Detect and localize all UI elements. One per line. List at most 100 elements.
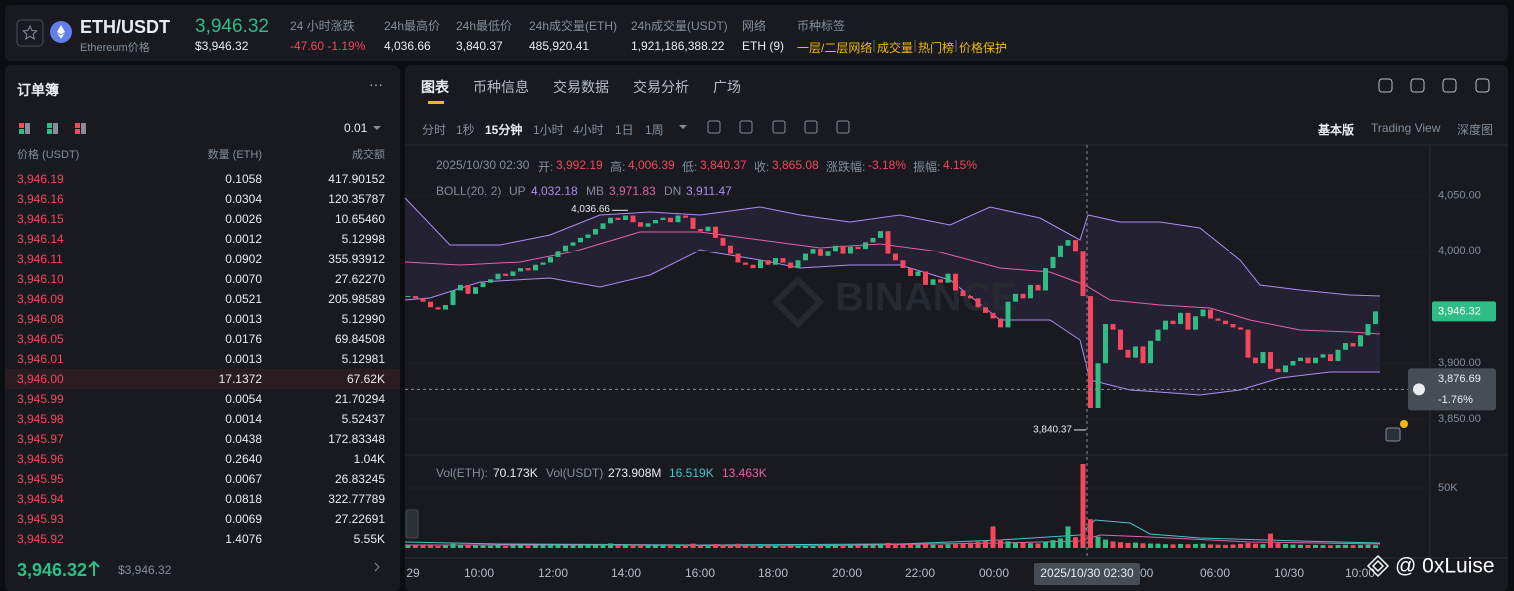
layout-icon (53, 123, 58, 134)
candle-body (908, 268, 913, 276)
interval[interactable]: 4小时 (573, 123, 604, 137)
interval[interactable]: 1小时 (533, 123, 564, 137)
candle-body (503, 273, 508, 276)
candle-body (1080, 251, 1086, 297)
volume-bar (938, 545, 943, 548)
ask-qty: 0.0304 (225, 192, 262, 206)
ask-price: 3,946.09 (17, 292, 64, 306)
price: 3,946.32 (195, 16, 269, 37)
volume-bar (735, 543, 741, 548)
volume-bar (458, 544, 463, 548)
volume-bar (923, 544, 928, 548)
tag[interactable]: 价格保护 (959, 41, 1008, 55)
view-option[interactable]: Trading View (1371, 121, 1441, 135)
ask-total: 5.55K (353, 532, 385, 546)
candle-body (915, 271, 921, 276)
candle-body (1373, 311, 1378, 325)
candle-body (443, 305, 448, 310)
stat-label: 网络 (742, 19, 767, 33)
candle-body (1343, 343, 1348, 350)
ask-qty: 0.0012 (225, 232, 262, 246)
volume-bar (1163, 544, 1168, 548)
volume-bar (968, 542, 973, 548)
volume-bar (683, 545, 688, 548)
volume-bar (1208, 544, 1213, 548)
candle-body (578, 237, 583, 243)
candle-body (413, 296, 418, 299)
volume-bar (945, 544, 951, 548)
view-option[interactable]: 深度图 (1457, 123, 1494, 137)
candle-body (1103, 324, 1108, 364)
tool-icon (707, 120, 721, 134)
ohlc-value: 4.15% (943, 158, 978, 172)
ohlc-label: 高: (610, 160, 626, 174)
ask-total: 26.83245 (334, 472, 385, 486)
tab[interactable]: 交易分析 (633, 79, 689, 95)
stat-value: 4,036.66 (384, 39, 431, 53)
volume-bar (428, 545, 433, 548)
favorite-button[interactable] (16, 19, 44, 47)
ask-qty: 0.0014 (225, 412, 262, 426)
volume-bar (1050, 540, 1056, 548)
ask-price: 3,946.01 (17, 352, 64, 366)
candle-body (645, 223, 651, 227)
volume-bar (870, 544, 876, 548)
ask-price: 3,946.08 (17, 312, 64, 326)
volume-bar (743, 545, 748, 548)
crosshair-time-box (1034, 563, 1140, 585)
candle-body (450, 290, 456, 306)
candle-body (1275, 368, 1281, 373)
candle-body (495, 273, 501, 280)
volume-bar (1185, 544, 1191, 548)
volume-bar (1223, 544, 1228, 548)
candle-body (743, 262, 748, 265)
interval[interactable]: 1周 (645, 123, 664, 137)
view-option[interactable]: 基本版 (1318, 123, 1355, 137)
volume-bar (1133, 542, 1138, 548)
vol-ma-line (404, 519, 1381, 546)
ohlc-value: 3,992.19 (556, 158, 603, 172)
candle-body (1065, 240, 1071, 246)
tab[interactable]: 币种信息 (473, 79, 529, 95)
volume-bar (1275, 543, 1281, 548)
tag[interactable]: 热门榜 (918, 41, 955, 55)
ask-total: 67.62K (346, 372, 385, 386)
candle-body (683, 215, 688, 218)
interval[interactable]: 15分钟 (485, 123, 523, 137)
active-tab-indicator (428, 101, 444, 104)
candle-body (795, 260, 801, 269)
candle-body (1320, 354, 1326, 358)
interval[interactable]: 1日 (615, 123, 634, 137)
volume-bar (1125, 542, 1131, 548)
candle-body (975, 298, 981, 308)
candle-body (1260, 352, 1266, 364)
time-label: 00:00 (979, 566, 1009, 580)
interval[interactable]: 1秒 (456, 123, 475, 137)
tab[interactable]: 交易数据 (553, 79, 609, 95)
volume-bar (1298, 544, 1303, 548)
ask-total: 5.12998 (341, 232, 385, 246)
volume-bar (720, 544, 726, 548)
interval[interactable]: 分时 (422, 123, 447, 137)
layout-icon (19, 129, 24, 134)
tag[interactable]: 成交量 (877, 41, 914, 55)
candle-body (1155, 329, 1161, 341)
candle-body (600, 223, 606, 229)
tab[interactable]: 图表 (421, 79, 449, 95)
chart-panel (405, 65, 1508, 591)
ask-qty: 0.0438 (225, 432, 262, 446)
ask-price: 3,946.11 (17, 252, 63, 266)
tag[interactable]: 一层/二层网络 (797, 41, 873, 55)
candle-body (623, 215, 628, 220)
volume-bar (1020, 542, 1026, 548)
candle-body (1118, 329, 1123, 350)
candle-body (473, 287, 478, 294)
volume-bar (765, 545, 771, 548)
candle-body (458, 284, 463, 291)
scroll-handle (405, 509, 419, 539)
ohlc-label: 开: (538, 160, 554, 174)
tool-icon (772, 120, 786, 134)
volume-bar (975, 541, 981, 548)
volume-bar (1320, 545, 1326, 548)
tab[interactable]: 广场 (713, 79, 741, 95)
